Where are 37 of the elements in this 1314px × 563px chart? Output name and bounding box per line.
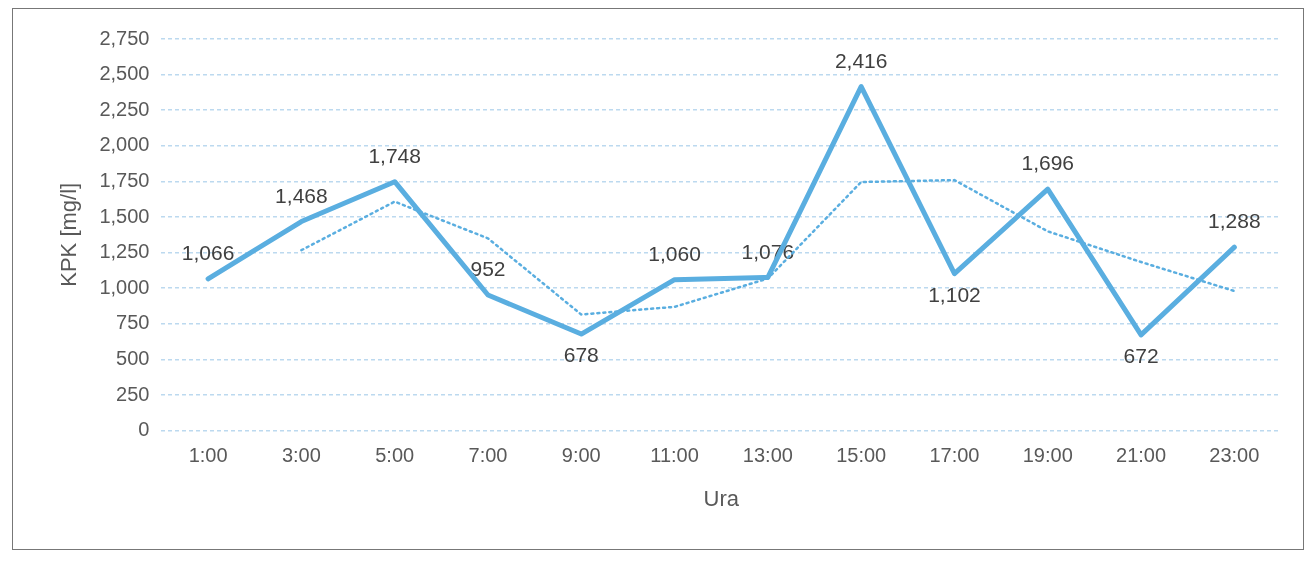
data-label: 1,748 (368, 143, 421, 167)
x-tick-label: 21:00 (1116, 444, 1167, 467)
data-label: 1,696 (1021, 151, 1075, 175)
data-label: 678 (563, 343, 599, 367)
y-tick-label: 2,250 (99, 97, 150, 120)
y-tick-label: 250 (116, 382, 150, 405)
data-label: 672 (1123, 344, 1159, 368)
x-tick-label: 9:00 (561, 444, 601, 467)
y-tick-label: 750 (116, 311, 150, 334)
x-tick-label: 15:00 (836, 444, 887, 467)
x-axis-title: Ura (703, 485, 740, 511)
x-tick-label: 11:00 (650, 444, 699, 467)
x-tick-label: 17:00 (929, 444, 980, 467)
x-tick-label: 13:00 (742, 444, 793, 467)
data-label: 1,102 (928, 282, 981, 306)
y-tick-label: 0 (138, 418, 150, 441)
x-tick-label: 7:00 (468, 444, 508, 467)
y-tick-label: 500 (116, 346, 150, 369)
x-tick-label: 23:00 (1209, 444, 1260, 467)
y-tick-label: 1,000 (99, 275, 150, 298)
y-axis-title: KPK [mg/l] (56, 182, 82, 287)
y-tick-label: 2,500 (99, 62, 150, 85)
data-label: 1,060 (648, 241, 701, 265)
x-tick-label: 5:00 (375, 444, 415, 467)
data-label: 1,066 (181, 241, 235, 265)
y-tick-label: 1,500 (99, 204, 150, 227)
y-tick-label: 2,000 (99, 133, 150, 156)
data-label: 1,468 (275, 183, 328, 207)
data-label: 2,416 (834, 48, 888, 72)
y-tick-label: 1,750 (99, 168, 150, 191)
y-tick-label: 2,750 (99, 26, 150, 49)
data-label: 1,288 (1208, 209, 1261, 233)
y-tick-label: 1,250 (99, 240, 150, 263)
data-label: 952 (470, 257, 506, 281)
x-tick-label: 3:00 (281, 444, 321, 467)
x-tick-label: 19:00 (1022, 444, 1073, 467)
x-tick-label: 1:00 (188, 444, 228, 467)
